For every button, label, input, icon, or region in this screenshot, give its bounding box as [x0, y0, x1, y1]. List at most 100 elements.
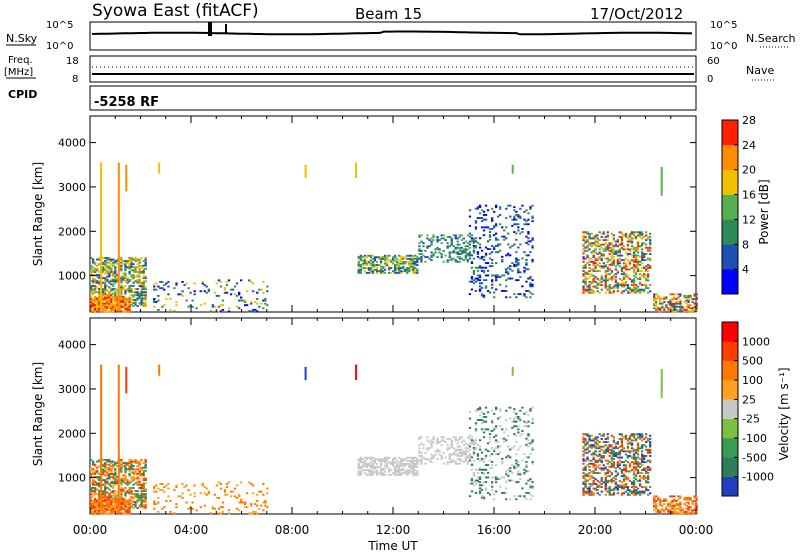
- echo-cell: [624, 434, 628, 437]
- echo-cell: [478, 468, 482, 471]
- echo-cell: [383, 259, 387, 262]
- echo-cell: [474, 277, 478, 280]
- echo-cell: [120, 296, 123, 299]
- echo-cell: [223, 490, 227, 493]
- echo-cell: [647, 270, 650, 272]
- echo-cell: [153, 285, 156, 288]
- echo-cell: [120, 286, 123, 289]
- echo-cell: [448, 253, 451, 255]
- echo-cell: [503, 229, 506, 232]
- echo-cell: [628, 260, 632, 263]
- echo-cell: [630, 456, 634, 459]
- echo-cell: [108, 493, 111, 496]
- echo-cell: [687, 304, 690, 307]
- echo-cell: [456, 237, 459, 240]
- echo-cell: [124, 498, 127, 501]
- echo-cell: [90, 503, 93, 505]
- echo-cell: [468, 453, 472, 456]
- echo-cell: [474, 280, 478, 283]
- echo-cell: [375, 271, 379, 274]
- echo-cell: [124, 308, 127, 311]
- echo-cell: [98, 507, 101, 510]
- echo-cell: [367, 268, 371, 271]
- echo-cell: [375, 470, 379, 473]
- echo-cell: [448, 458, 451, 460]
- echo-cell: [687, 307, 690, 310]
- echo-cell: [645, 284, 648, 286]
- echo-cell: [643, 461, 646, 464]
- echo-cell: [667, 509, 670, 512]
- echo-cell: [114, 483, 117, 486]
- echo-cell: [628, 262, 632, 265]
- echo-cell: [126, 501, 129, 504]
- echo-cell: [142, 280, 145, 283]
- echo-cell: [610, 256, 613, 258]
- echo-cell: [673, 298, 676, 300]
- echo-cell: [108, 494, 111, 497]
- echo-cell: [663, 296, 666, 299]
- echo-cell: [647, 439, 650, 442]
- echo-cell: [128, 491, 131, 494]
- echo-cell: [92, 503, 95, 505]
- echo-cell: [446, 447, 449, 450]
- echo-cell: [630, 240, 634, 243]
- echo-cell: [102, 471, 105, 474]
- echo-cell: [582, 490, 585, 493]
- echo-cell: [388, 267, 391, 270]
- echo-cell: [622, 450, 626, 453]
- echo-cell: [240, 481, 243, 484]
- echo-cell: [369, 466, 373, 468]
- echo-cell: [624, 268, 628, 271]
- echo-cell: [509, 467, 512, 470]
- echo-cell: [632, 453, 636, 456]
- echo-cell: [588, 465, 591, 468]
- echo-cell: [221, 304, 225, 307]
- echo-cell: [365, 264, 368, 266]
- echo-cell: [90, 466, 93, 469]
- echo-cell: [505, 492, 508, 494]
- echo-cell: [663, 308, 666, 311]
- echo-cell: [96, 469, 99, 472]
- echo-cell: [679, 308, 682, 311]
- echo-cell: [478, 459, 482, 462]
- echo-cell: [527, 470, 530, 473]
- echo-cell: [136, 483, 139, 486]
- echo-cell: [458, 234, 461, 237]
- echo-cell: [94, 480, 97, 483]
- echo-cell: [181, 496, 184, 499]
- echo-cell: [96, 258, 99, 261]
- echo-cell: [124, 263, 127, 266]
- echo-cell: [102, 296, 105, 299]
- nsky-label: N.Sky: [6, 32, 38, 45]
- echo-cell: [517, 461, 520, 463]
- echo-cell: [513, 231, 516, 233]
- echo-cell: [626, 493, 630, 496]
- echo-cell: [114, 480, 117, 483]
- echo-cell: [480, 294, 484, 297]
- echo-cell: [140, 490, 143, 492]
- echo-cell: [422, 242, 425, 245]
- echo-cell: [616, 461, 619, 464]
- echo-cell: [484, 266, 488, 269]
- echo-cell: [163, 284, 166, 286]
- echo-cell: [586, 273, 589, 276]
- echo-cell: [584, 257, 587, 260]
- echo-cell: [501, 492, 504, 494]
- echo-cell: [462, 237, 465, 240]
- echo-cell: [446, 246, 449, 249]
- echo-cell: [120, 483, 123, 486]
- echo-cell: [584, 249, 587, 252]
- echo-cell: [470, 277, 474, 280]
- echo-cell: [614, 455, 617, 457]
- echo-cell: [499, 206, 502, 209]
- echo-cell: [377, 257, 381, 260]
- echo-cell: [647, 263, 650, 266]
- echo-cell: [634, 473, 638, 476]
- echo-cell: [628, 248, 632, 251]
- echo-cell: [108, 488, 111, 491]
- echo-cell: [525, 470, 528, 473]
- echo-cell: [624, 248, 628, 251]
- echo-cell: [687, 305, 690, 308]
- echo-cell: [219, 285, 223, 288]
- echo-cell: [110, 258, 113, 261]
